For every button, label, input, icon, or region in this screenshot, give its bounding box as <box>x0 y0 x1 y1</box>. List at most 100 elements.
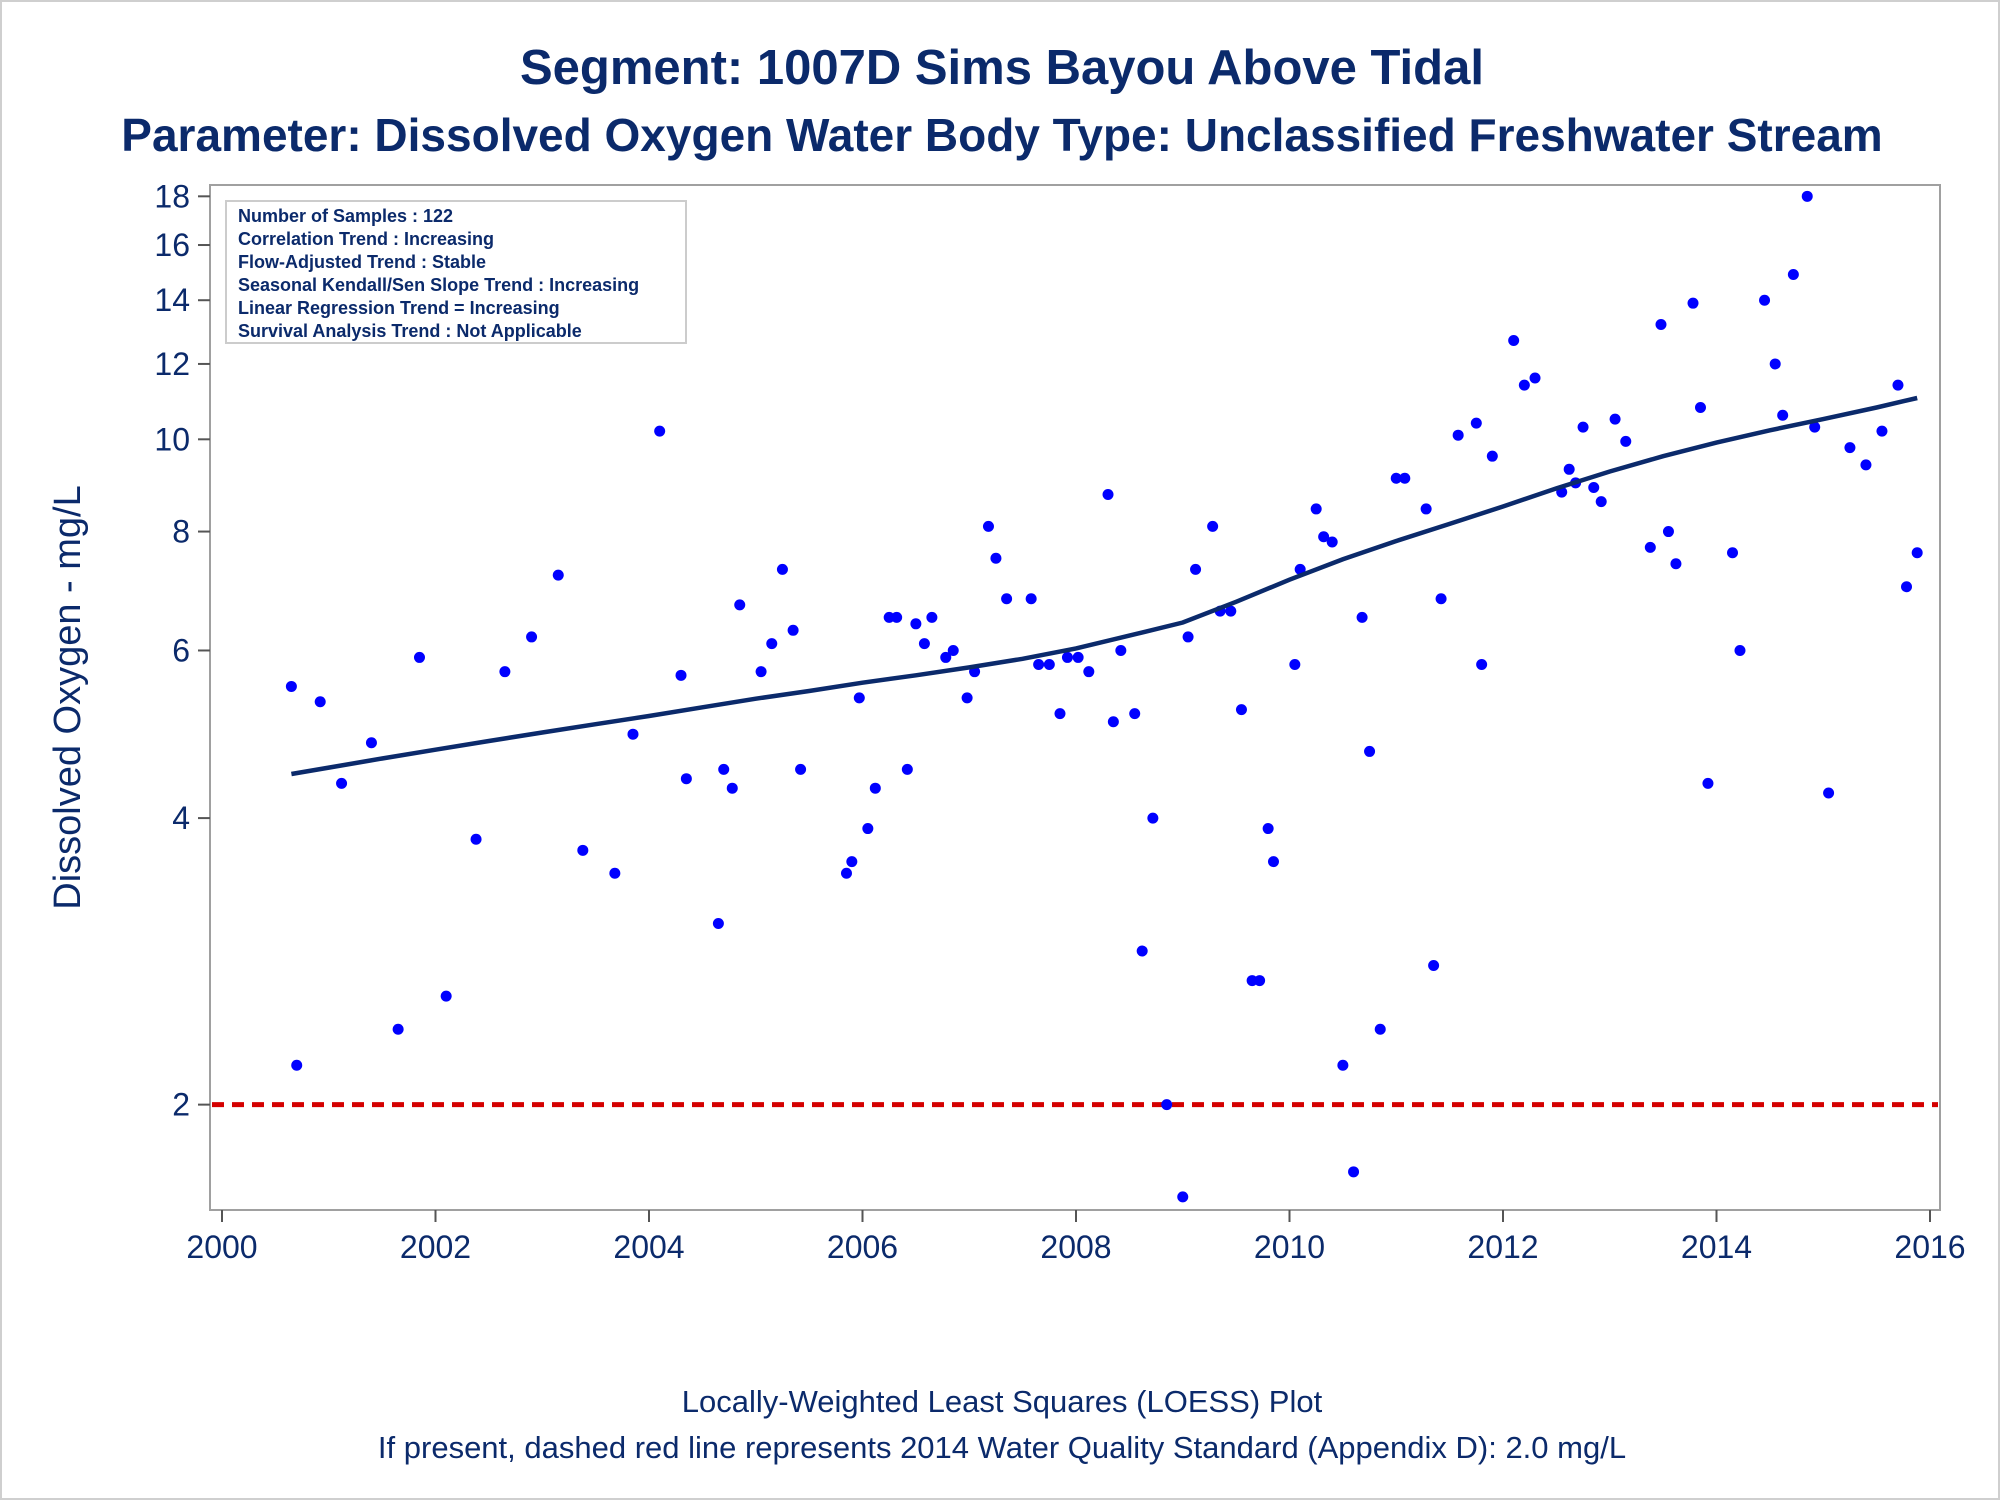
data-point <box>1702 777 1714 789</box>
data-point <box>918 638 930 650</box>
data-point <box>1470 417 1482 429</box>
x-tick-label: 2010 <box>1254 1229 1325 1265</box>
data-point <box>1644 541 1656 553</box>
data-point <box>1577 421 1589 433</box>
data-point <box>1670 558 1682 570</box>
data-point <box>1476 658 1488 670</box>
x-tick-label: 2006 <box>827 1229 898 1265</box>
data-point <box>1310 503 1322 515</box>
data-point <box>718 763 730 775</box>
data-point <box>891 611 903 623</box>
loess-curve <box>291 395 1918 777</box>
data-point <box>1072 651 1084 663</box>
data-point <box>1876 425 1888 437</box>
data-point <box>1801 190 1813 202</box>
stats-line: Correlation Trend : Increasing <box>238 229 494 249</box>
data-point <box>1235 704 1247 716</box>
y-axis: 2 4 6 8 10 12 14 16 18 <box>154 178 210 1123</box>
data-point <box>336 777 348 789</box>
data-point <box>1529 372 1541 384</box>
data-point <box>1348 1166 1360 1178</box>
data-point <box>1390 472 1402 484</box>
data-point <box>1043 658 1055 670</box>
chart-subtitle: Parameter: Dissolved Oxygen Water Body T… <box>121 109 1883 161</box>
data-point <box>1289 658 1301 670</box>
data-point <box>1061 651 1073 663</box>
stats-line: Number of Samples : 122 <box>238 206 453 226</box>
data-point <box>1294 563 1306 575</box>
data-point <box>1787 268 1799 280</box>
data-point <box>1337 1059 1349 1071</box>
data-point <box>1595 496 1607 508</box>
y-tick-label: 18 <box>154 178 190 214</box>
data-point <box>990 552 1002 564</box>
data-point <box>1364 745 1376 757</box>
data-point <box>1901 581 1913 593</box>
data-point <box>1177 1191 1189 1203</box>
data-point <box>314 696 326 708</box>
data-point <box>577 844 589 856</box>
data-point <box>1486 450 1498 462</box>
data-point <box>840 867 852 879</box>
data-point <box>1001 593 1013 605</box>
data-point <box>1620 435 1632 447</box>
y-tick-label: 16 <box>154 227 190 263</box>
stats-line: Linear Regression Trend = Increasing <box>238 298 560 318</box>
data-point <box>755 666 767 678</box>
data-point <box>1326 536 1338 548</box>
data-point <box>1911 547 1923 559</box>
data-point <box>795 763 807 775</box>
y-tick-label: 10 <box>154 421 190 457</box>
data-point <box>1452 429 1464 441</box>
data-point <box>526 631 538 643</box>
data-point <box>1318 531 1330 543</box>
data-points <box>285 190 1923 1203</box>
x-tick-label: 2016 <box>1894 1229 1965 1265</box>
chart-title: Segment: 1007D Sims Bayou Above Tidal <box>520 41 1484 95</box>
x-tick-label: 2008 <box>1040 1229 1111 1265</box>
data-point <box>1161 1099 1173 1111</box>
data-point <box>365 737 377 749</box>
data-point <box>285 680 297 692</box>
stats-line: Seasonal Kendall/Sen Slope Trend : Incre… <box>238 275 639 295</box>
data-point <box>869 782 881 794</box>
data-point <box>1190 563 1202 575</box>
data-point <box>1734 644 1746 656</box>
data-point <box>1267 856 1279 868</box>
x-tick-label: 2004 <box>613 1229 684 1265</box>
y-tick-label: 8 <box>172 514 190 550</box>
data-point <box>1727 547 1739 559</box>
data-point <box>1563 463 1575 475</box>
footnote-standard: If present, dashed red line represents 2… <box>377 1430 1627 1465</box>
data-point <box>1115 644 1127 656</box>
data-point <box>1844 442 1856 454</box>
stats-line: Survival Analysis Trend : Not Applicable <box>238 321 582 341</box>
data-point <box>947 644 959 656</box>
data-point <box>1508 335 1520 347</box>
data-point <box>901 763 913 775</box>
y-tick-label: 14 <box>154 282 190 318</box>
data-point <box>1420 503 1432 515</box>
data-point <box>1136 945 1148 957</box>
data-point <box>1809 421 1821 433</box>
data-point <box>1518 379 1530 391</box>
data-point <box>1428 960 1440 972</box>
data-point <box>440 990 452 1002</box>
data-point <box>853 692 865 704</box>
data-point <box>734 599 746 611</box>
stats-box-frame <box>225 200 687 344</box>
data-point <box>1769 358 1781 370</box>
data-point <box>1860 459 1872 471</box>
data-point <box>1254 975 1266 987</box>
data-point <box>627 728 639 740</box>
data-point <box>1262 823 1274 835</box>
data-point <box>1588 481 1600 493</box>
loess-curve-group <box>291 395 1918 777</box>
data-point <box>862 823 874 835</box>
data-point <box>1182 631 1194 643</box>
stats-box: Number of Samples : 122 Correlation Trend… <box>225 200 687 344</box>
data-point <box>846 856 858 868</box>
data-point <box>609 867 621 879</box>
data-point <box>910 618 922 630</box>
